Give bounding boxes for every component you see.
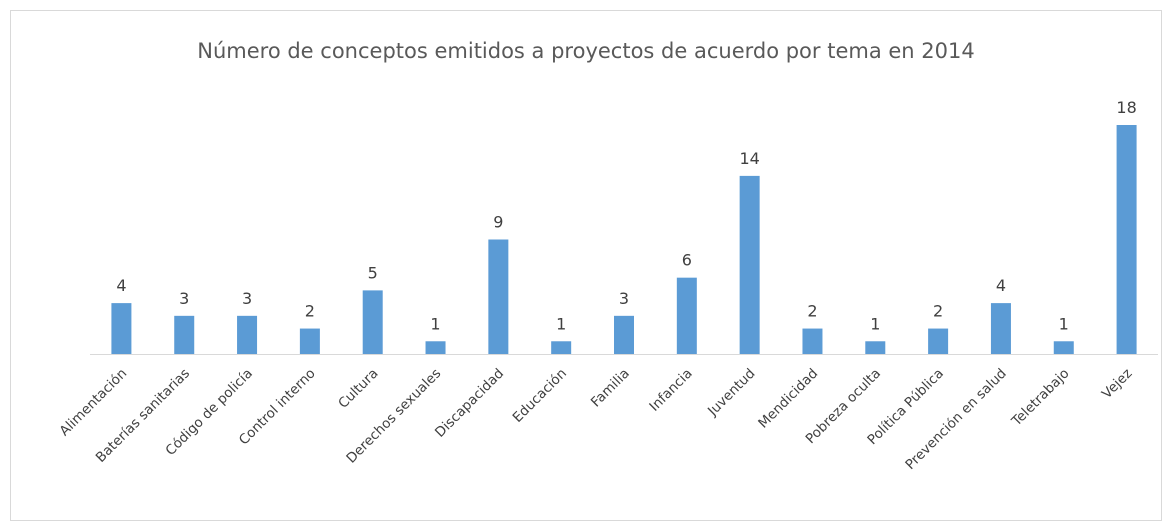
bar: [1053, 341, 1074, 354]
data-label: 3: [179, 289, 189, 308]
bar: [676, 277, 697, 354]
data-label: 6: [682, 251, 692, 270]
data-label: 1: [556, 314, 566, 333]
chart-border: [10, 10, 1162, 521]
bar: [739, 175, 760, 354]
bar: [865, 341, 886, 354]
bar: [299, 328, 320, 354]
bar: [1116, 125, 1137, 354]
bar: [362, 290, 383, 354]
data-label: 14: [739, 149, 759, 168]
bar: [928, 328, 949, 354]
bar: [551, 341, 572, 354]
data-label: 1: [870, 314, 880, 333]
bar: [614, 315, 634, 354]
bar: [237, 315, 258, 354]
data-label: 4: [996, 276, 1006, 295]
data-label: 3: [242, 289, 252, 308]
data-label: 18: [1116, 98, 1136, 117]
bar: [425, 341, 446, 354]
data-label: 2: [305, 302, 315, 321]
data-label: 2: [933, 302, 943, 321]
bar: [111, 303, 132, 354]
bar: [802, 328, 823, 354]
bar: [990, 303, 1011, 354]
data-label: 1: [1059, 314, 1069, 333]
data-label: 3: [619, 289, 629, 308]
data-label: 1: [430, 314, 440, 333]
bar: [174, 315, 195, 354]
data-label: 9: [493, 213, 503, 232]
data-label: 5: [368, 263, 378, 282]
chart-title: Número de conceptos emitidos a proyectos…: [197, 39, 974, 63]
data-label: 4: [116, 276, 126, 295]
data-label: 2: [807, 302, 817, 321]
bar: [488, 239, 509, 354]
